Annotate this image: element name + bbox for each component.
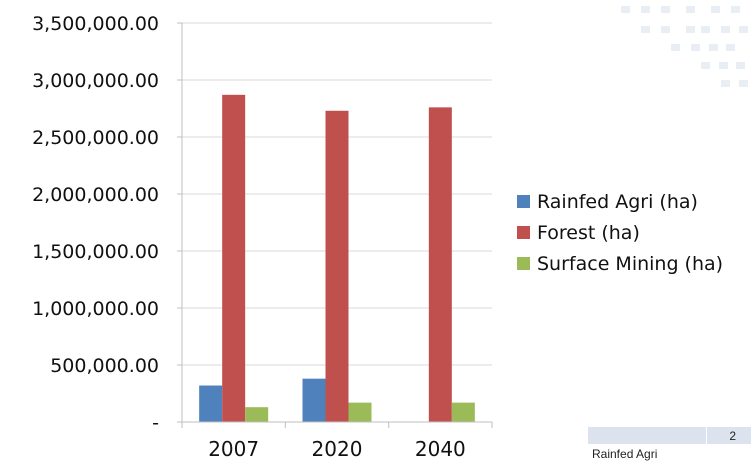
legend-label: Surface Mining (ha) [537, 253, 723, 275]
legend-item: Rainfed Agri (ha) [517, 186, 723, 217]
legend-item: Forest (ha) [517, 217, 723, 248]
legend: Rainfed Agri (ha) Forest (ha) Surface Mini… [517, 186, 723, 279]
bars [199, 95, 475, 422]
table-row-label: Rainfed Agri [588, 445, 707, 463]
legend-item: Surface Mining (ha) [517, 248, 723, 279]
data-table-fragment: 2 Rainfed Agri [587, 426, 751, 463]
y-tick-label: 3,500,000.00 [32, 13, 159, 35]
x-tick-label: 2007 [208, 437, 259, 461]
bar [222, 95, 245, 422]
x-tick-label: 2040 [415, 437, 466, 461]
legend-swatch [517, 257, 530, 270]
bar [245, 407, 268, 422]
bar [326, 111, 349, 422]
y-tick-label: 1,500,000.00 [32, 241, 159, 263]
legend-swatch [517, 226, 530, 239]
y-tick-label: - [152, 412, 159, 434]
y-tick-label: 500,000.00 [50, 355, 159, 377]
legend-label: Forest (ha) [537, 222, 640, 244]
bar [349, 403, 372, 422]
bar [429, 107, 452, 422]
y-axis-ticks: - 500,000.00 1,000,000.00 1,500,000.00 2,000… [32, 13, 182, 434]
table-header-row: 2 [588, 427, 751, 445]
table-cell [706, 445, 751, 463]
background-pattern [581, 0, 751, 110]
bar-chart: - 500,000.00 1,000,000.00 1,500,000.00 2,000… [0, 0, 560, 461]
y-tick-label: 3,000,000.00 [32, 70, 159, 92]
table-header-corner [588, 427, 707, 445]
table-row: Rainfed Agri [588, 445, 751, 463]
legend-label: Rainfed Agri (ha) [537, 191, 698, 213]
table-header-year: 2 [706, 427, 751, 445]
bar [452, 403, 475, 422]
y-tick-label: 2,000,000.00 [32, 184, 159, 206]
y-tick-label: 2,500,000.00 [32, 127, 159, 149]
x-tick-label: 2020 [312, 437, 363, 461]
bar [303, 379, 326, 422]
y-tick-label: 1,000,000.00 [32, 298, 159, 320]
bar [199, 386, 222, 422]
legend-swatch [517, 195, 530, 208]
x-axis-labels: 2007 2020 2040 [208, 437, 466, 461]
